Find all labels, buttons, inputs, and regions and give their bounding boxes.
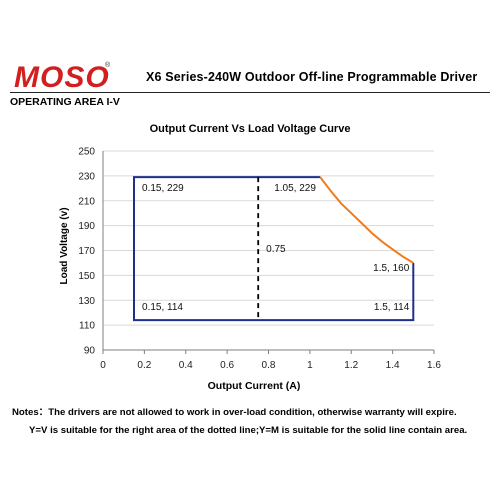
x-tick-label: 0 bbox=[100, 360, 106, 371]
y-tick-label: 170 bbox=[78, 246, 95, 257]
x-tick-label: 0.2 bbox=[137, 360, 151, 371]
y-tick-label: 210 bbox=[78, 196, 95, 207]
y-tick-label: 110 bbox=[79, 321, 95, 332]
y-tick-label: 130 bbox=[78, 296, 95, 307]
note-overload: Notes：The drivers are not allowed to wor… bbox=[12, 407, 457, 418]
data-label: 1.5, 160 bbox=[373, 263, 410, 274]
y-tick-label: 230 bbox=[78, 171, 95, 182]
data-label: 1.05, 229 bbox=[274, 183, 316, 194]
section-title: OPERATING AREA I-V bbox=[10, 96, 120, 108]
note-areas: Y=V is suitable for the right area of th… bbox=[29, 425, 468, 436]
y-tick-label: 150 bbox=[78, 271, 95, 282]
data-label: 0.15, 114 bbox=[142, 302, 183, 313]
series-power-limit-curve bbox=[319, 176, 414, 264]
chart-title: Output Current Vs Load Voltage Curve bbox=[149, 123, 351, 135]
data-label: 0.75 bbox=[266, 244, 286, 255]
brand-name: MOSO bbox=[14, 61, 110, 92]
series bbox=[133, 176, 415, 322]
annotations: 0.15, 229 1.05, 229 0.75 1.5, 160 0.15, 114 1… bbox=[142, 183, 410, 313]
x-axis-label: Output Current (A) bbox=[208, 380, 301, 392]
x-tick-label: 1.4 bbox=[386, 360, 400, 371]
header-divider bbox=[10, 92, 490, 93]
x-tick-label: 0.8 bbox=[262, 360, 276, 371]
x-tick-label: 0.4 bbox=[179, 360, 193, 371]
series-boundary bbox=[133, 176, 415, 322]
gridlines bbox=[103, 150, 434, 326]
y-tick-label: 250 bbox=[78, 147, 95, 158]
x-tick-label: 1 bbox=[307, 360, 313, 371]
page-header: MOSO ® X6 Series-240W Outdoor Off-line P… bbox=[0, 0, 500, 108]
x-tick-label: 1.2 bbox=[344, 360, 358, 371]
data-label: 0.15, 229 bbox=[142, 183, 184, 194]
x-tick-label: 1.6 bbox=[427, 360, 441, 371]
y-axis-label: Load Voltage (v) bbox=[59, 207, 70, 284]
registered-mark: ® bbox=[105, 61, 111, 69]
x-tick-label: 0.6 bbox=[220, 360, 234, 371]
y-tick-label: 190 bbox=[78, 221, 95, 232]
axes: 90 110 130 150 170 190 210 230 250 0 0.2 0.4 0.6 0.8 1… bbox=[78, 147, 441, 372]
y-tick-label: 90 bbox=[84, 346, 96, 357]
brand-logo: MOSO ® bbox=[14, 61, 111, 92]
data-label: 1.5, 114 bbox=[374, 302, 410, 313]
document-title: X6 Series-240W Outdoor Off-line Programm… bbox=[146, 70, 478, 84]
